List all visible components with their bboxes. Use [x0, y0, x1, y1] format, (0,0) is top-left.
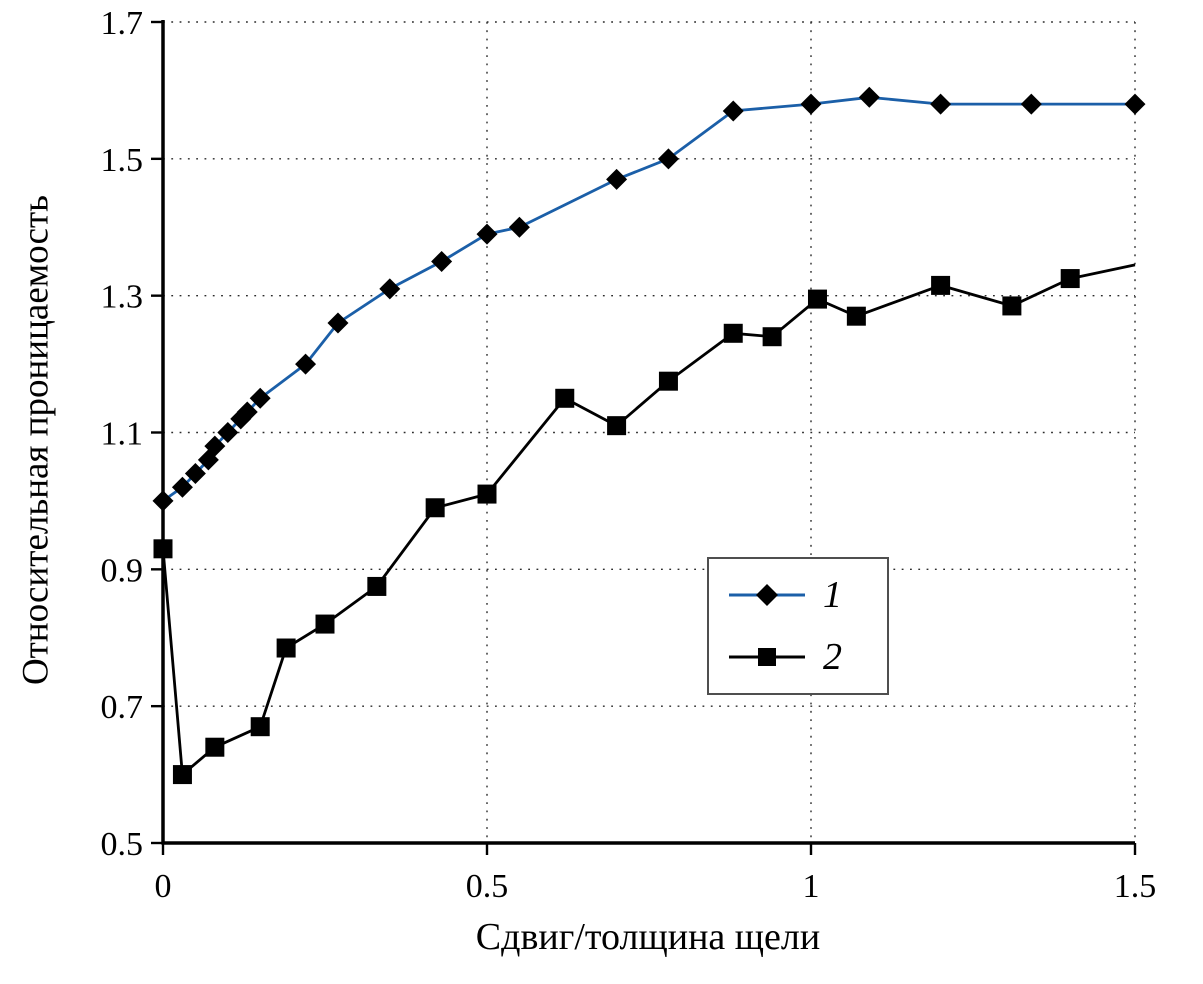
svg-text:0.5: 0.5	[101, 826, 144, 863]
svg-text:0.7: 0.7	[101, 689, 144, 726]
svg-text:0.5: 0.5	[466, 868, 509, 905]
series-2-legend-marker-icon	[729, 648, 805, 666]
legend-entry-series-2: 2	[727, 635, 869, 679]
svg-text:0: 0	[155, 868, 172, 905]
y-axis-title: Относительная проницаемость	[15, 194, 57, 686]
svg-text:1.1: 1.1	[101, 416, 144, 453]
x-axis-title: Сдвиг/толщина щели	[475, 916, 821, 958]
series-1-legend-marker-icon	[729, 584, 805, 606]
svg-text:0.9: 0.9	[101, 552, 144, 589]
svg-text:1.7: 1.7	[101, 5, 144, 42]
legend: 1 2	[707, 557, 889, 695]
svg-text:1.5: 1.5	[1114, 868, 1157, 905]
legend-entry-series-1: 1	[727, 573, 869, 617]
svg-text:1.5: 1.5	[101, 142, 144, 179]
legend-label-series-1: 1	[823, 574, 842, 616]
svg-text:1.3: 1.3	[101, 279, 144, 316]
legend-label-series-2: 2	[823, 636, 842, 678]
svg-text:1: 1	[803, 868, 820, 905]
